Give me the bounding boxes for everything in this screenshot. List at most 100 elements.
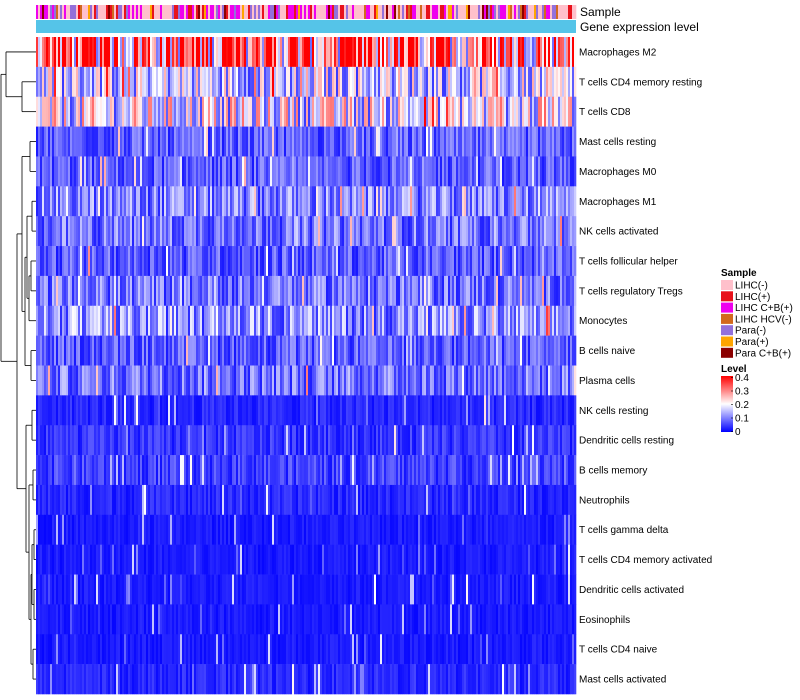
heatmap-cell	[542, 186, 545, 217]
heatmap-cell	[322, 305, 325, 336]
heatmap-cell	[100, 96, 103, 127]
heatmap-cell	[556, 156, 559, 187]
sample-annotation-cell	[354, 5, 357, 19]
heatmap-cell	[364, 96, 367, 127]
heatmap-cell	[342, 246, 345, 277]
heatmap-cell	[424, 156, 427, 187]
heatmap-cell	[304, 246, 307, 277]
sample-annotation-cell	[464, 5, 467, 19]
heatmap-cell	[538, 484, 541, 516]
heatmap-cell	[400, 335, 403, 366]
heatmap-cell	[320, 186, 323, 217]
heatmap-cell	[38, 484, 41, 516]
sample-annotation-cell	[446, 5, 449, 19]
heatmap-cell	[60, 126, 63, 157]
heatmap-cell	[544, 455, 547, 486]
heatmap-cell	[162, 246, 165, 277]
heatmap-cell	[246, 335, 249, 366]
heatmap-cell	[274, 216, 277, 247]
heatmap-cell	[552, 246, 555, 277]
heatmap-cell	[448, 395, 451, 426]
heatmap-cell	[366, 216, 369, 247]
heatmap-cell	[414, 216, 417, 247]
heatmap-cell	[46, 455, 49, 486]
heatmap-cell	[190, 246, 193, 277]
heatmap-cell	[404, 156, 407, 187]
heatmap-cell	[414, 514, 417, 545]
heatmap-cell	[520, 246, 523, 277]
heatmap-cell	[162, 544, 165, 575]
heatmap-cell	[174, 246, 177, 277]
heatmap-cell	[152, 425, 155, 456]
heatmap-cell	[228, 275, 231, 307]
heatmap-cell	[104, 484, 107, 516]
heatmap-cell	[232, 216, 235, 247]
heatmap-cell	[298, 484, 301, 516]
heatmap-cell	[398, 425, 401, 456]
heatmap-cell	[376, 275, 379, 307]
heatmap-cell	[188, 216, 191, 247]
heatmap-cell	[218, 156, 221, 187]
heatmap-cell	[490, 425, 493, 456]
heatmap-cell	[216, 395, 219, 426]
heatmap-cell	[458, 455, 461, 486]
heatmap-cell	[434, 455, 437, 486]
heatmap-cell	[544, 96, 547, 127]
heatmap-cell	[260, 514, 263, 545]
heatmap-cell	[348, 246, 351, 277]
heatmap-cell	[132, 96, 135, 127]
heatmap-cell	[490, 455, 493, 486]
heatmap-cell	[306, 246, 309, 277]
heatmap-cell	[400, 246, 403, 277]
heatmap-cell	[510, 484, 513, 516]
heatmap-cell	[324, 37, 327, 68]
heatmap-cell	[458, 395, 461, 426]
heatmap-cell	[142, 275, 145, 307]
heatmap-cell	[202, 275, 205, 307]
heatmap-cell	[304, 395, 307, 426]
heatmap-cell	[92, 305, 95, 336]
heatmap-cell	[524, 395, 527, 426]
heatmap-cell	[530, 66, 533, 98]
heatmap-cell	[284, 455, 287, 486]
heatmap-cell	[440, 96, 443, 127]
heatmap-cell	[198, 455, 201, 486]
heatmap-cell	[198, 514, 201, 545]
heatmap-cell	[452, 455, 455, 486]
heatmap-cell	[476, 216, 479, 247]
heatmap-cell	[354, 126, 357, 157]
heatmap-cell	[356, 186, 359, 217]
heatmap-cell	[566, 484, 569, 516]
heatmap-cell	[336, 37, 339, 68]
heatmap-cell	[468, 365, 471, 396]
heatmap-cell	[500, 514, 503, 545]
heatmap-cell	[292, 156, 295, 187]
heatmap-cell	[226, 484, 229, 516]
heatmap-cell	[482, 335, 485, 366]
heatmap-cell	[210, 156, 213, 187]
heatmap-cell	[48, 96, 51, 127]
heatmap-cell	[210, 275, 213, 307]
heatmap-cell	[558, 305, 561, 336]
heatmap-cell	[138, 216, 141, 247]
heatmap-cell	[268, 335, 271, 366]
heatmap-cell	[424, 425, 427, 456]
heatmap-cell	[566, 37, 569, 68]
heatmap-cell	[80, 335, 83, 366]
heatmap-cell	[104, 544, 107, 575]
heatmap-cell	[232, 96, 235, 127]
heatmap-cell	[254, 305, 257, 336]
heatmap-cell	[508, 216, 511, 247]
heatmap-cell	[524, 156, 527, 187]
heatmap-cell	[476, 186, 479, 217]
heatmap-cell	[148, 455, 151, 486]
heatmap-cell	[500, 425, 503, 456]
heatmap-cell	[386, 514, 389, 545]
heatmap-cell	[504, 156, 507, 187]
heatmap-cell	[206, 365, 209, 396]
heatmap-cell	[64, 514, 67, 545]
heatmap-cell	[328, 96, 331, 127]
heatmap-cell	[180, 484, 183, 516]
heatmap-cell	[428, 186, 431, 217]
heatmap-cell	[166, 66, 169, 98]
